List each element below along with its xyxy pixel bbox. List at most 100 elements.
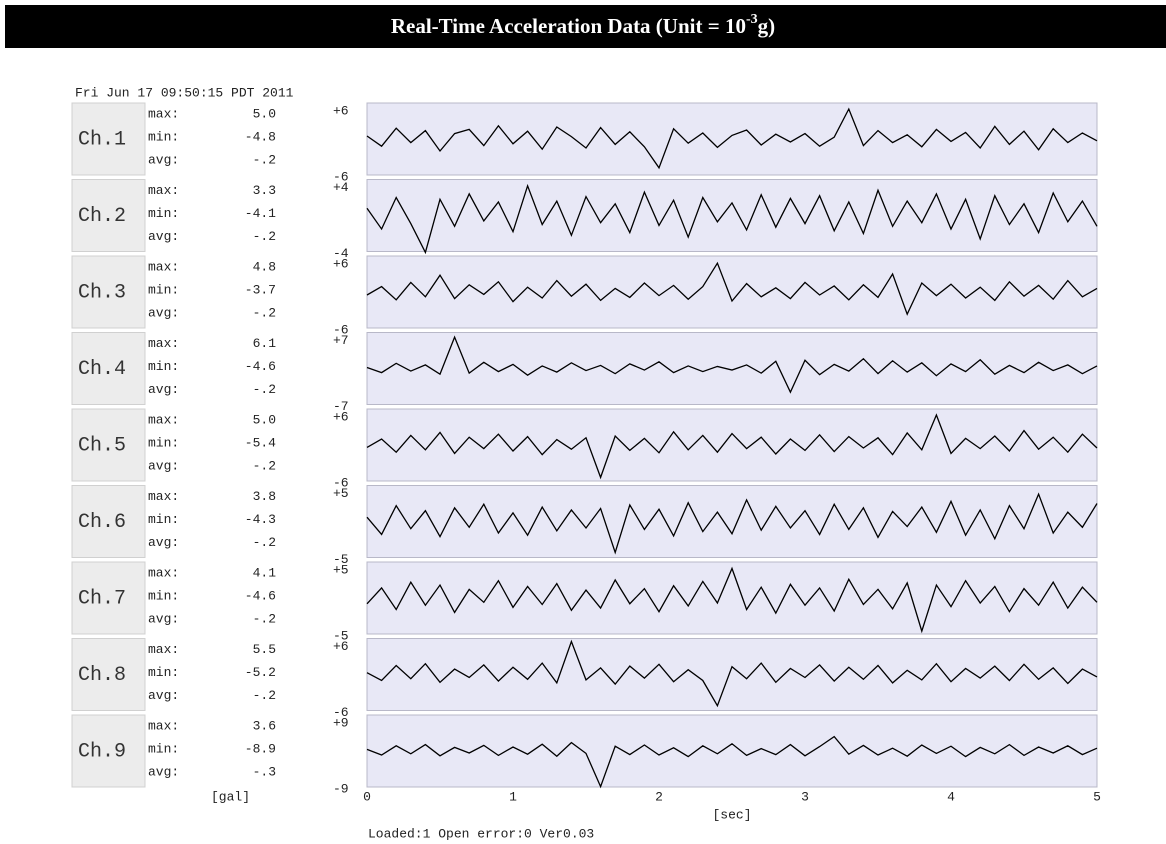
stat-label: avg:	[148, 458, 179, 473]
stat-value: 6.1	[253, 336, 277, 351]
stat-value: -4.8	[245, 129, 276, 144]
y-tick-label: -4	[333, 246, 349, 261]
stat-value: 4.8	[253, 259, 276, 274]
x-tick-label: 5	[1093, 789, 1101, 804]
stat-label: max:	[148, 565, 179, 580]
y-tick-label: +9	[333, 715, 349, 730]
waveform	[366, 183, 1098, 255]
channel-button[interactable]	[71, 638, 146, 711]
waveform	[366, 107, 1098, 170]
stat-value: -.2	[253, 382, 276, 397]
plot-strip	[366, 638, 1098, 711]
stat-label: min:	[148, 206, 179, 221]
stat-label: min:	[148, 741, 179, 756]
plot-strip	[366, 408, 1098, 482]
y-tick-label: +5	[333, 486, 349, 501]
stat-value: 5.0	[253, 412, 276, 427]
stat-value: -4.1	[245, 206, 276, 221]
channel-name[interactable]: Ch.8	[78, 664, 126, 687]
plot-strip	[366, 485, 1098, 558]
stat-value: -4.3	[245, 512, 276, 527]
stat-value: -.2	[253, 611, 276, 626]
y-tick-label: -6	[333, 475, 349, 490]
stat-label: avg:	[148, 611, 179, 626]
waveform	[366, 639, 1098, 708]
y-tick-label: +6	[333, 256, 349, 271]
waveform	[366, 413, 1098, 480]
stat-label: min:	[148, 359, 179, 374]
channel-button[interactable]	[71, 102, 146, 176]
plot-strip	[366, 102, 1098, 176]
stat-label: min:	[148, 129, 179, 144]
plot-strip	[366, 332, 1098, 405]
waveform	[366, 261, 1098, 316]
stat-label: avg:	[148, 305, 179, 320]
stat-value: -5.2	[245, 665, 276, 680]
stat-label: min:	[148, 435, 179, 450]
stat-label: avg:	[148, 229, 179, 244]
title-bar	[5, 5, 1166, 48]
stat-value: -5.4	[245, 435, 276, 450]
stat-value: -.2	[253, 152, 276, 167]
channel-name[interactable]: Ch.3	[78, 281, 126, 304]
stat-value: -4.6	[245, 588, 276, 603]
y-tick-label: -6	[333, 169, 349, 184]
channel-button[interactable]	[71, 332, 146, 405]
stat-label: max:	[148, 412, 179, 427]
channel-name[interactable]: Ch.7	[78, 587, 126, 610]
stat-value: -3.7	[245, 282, 276, 297]
y-tick-label: +5	[333, 562, 349, 577]
stat-value: 5.0	[253, 106, 276, 121]
stat-label: min:	[148, 512, 179, 527]
stat-label: max:	[148, 718, 179, 733]
y-tick-label: -5	[333, 628, 349, 643]
waveform	[366, 735, 1098, 789]
x-tick-label: 2	[655, 789, 663, 804]
channel-name[interactable]: Ch.5	[78, 434, 126, 457]
waveform	[366, 335, 1098, 394]
channel-name[interactable]: Ch.1	[78, 128, 126, 151]
channel-name[interactable]: Ch.4	[78, 358, 126, 381]
stat-value: 3.8	[253, 489, 276, 504]
stat-value: -.2	[253, 305, 276, 320]
y-tick-label: -7	[333, 399, 349, 414]
channel-name[interactable]: Ch.6	[78, 511, 126, 534]
y-tick-label: -6	[333, 705, 349, 720]
stat-label: avg:	[148, 152, 179, 167]
stat-label: max:	[148, 259, 179, 274]
channel-button[interactable]	[71, 561, 146, 635]
channel-button[interactable]	[71, 485, 146, 558]
y-tick-label: -9	[333, 781, 349, 796]
stat-value: -8.9	[245, 741, 276, 756]
title-text: Real-Time Acceleration Data (Unit = 10	[391, 14, 746, 38]
stat-value: -4.6	[245, 359, 276, 374]
x-tick-label: 3	[801, 789, 809, 804]
stat-label: avg:	[148, 535, 179, 550]
stat-label: avg:	[148, 382, 179, 397]
y-tick-label: +6	[333, 103, 349, 118]
x-tick-label: 4	[947, 789, 955, 804]
y-tick-label: -6	[333, 322, 349, 337]
units-label: [gal]	[211, 789, 250, 804]
channel-name[interactable]: Ch.9	[78, 740, 126, 763]
stat-label: min:	[148, 282, 179, 297]
y-tick-label: +6	[333, 409, 349, 424]
title-end: g)	[758, 14, 776, 38]
channel-button[interactable]	[71, 714, 146, 788]
plot-strip	[366, 255, 1098, 329]
title-superscript: -3	[746, 12, 758, 27]
channel-name[interactable]: Ch.2	[78, 205, 126, 228]
stat-value: 3.6	[253, 718, 276, 733]
channel-button[interactable]	[71, 179, 146, 252]
channel-button[interactable]	[71, 408, 146, 482]
timestamp: Fri Jun 17 09:50:15 PDT 2011	[75, 85, 294, 100]
stat-value: 5.5	[253, 642, 276, 657]
waveform	[366, 492, 1098, 555]
channel-button[interactable]	[71, 255, 146, 329]
y-tick-label: -5	[333, 552, 349, 567]
y-tick-label: +6	[333, 639, 349, 654]
stat-label: max:	[148, 489, 179, 504]
stat-label: avg:	[148, 764, 179, 779]
waveform	[366, 566, 1098, 634]
